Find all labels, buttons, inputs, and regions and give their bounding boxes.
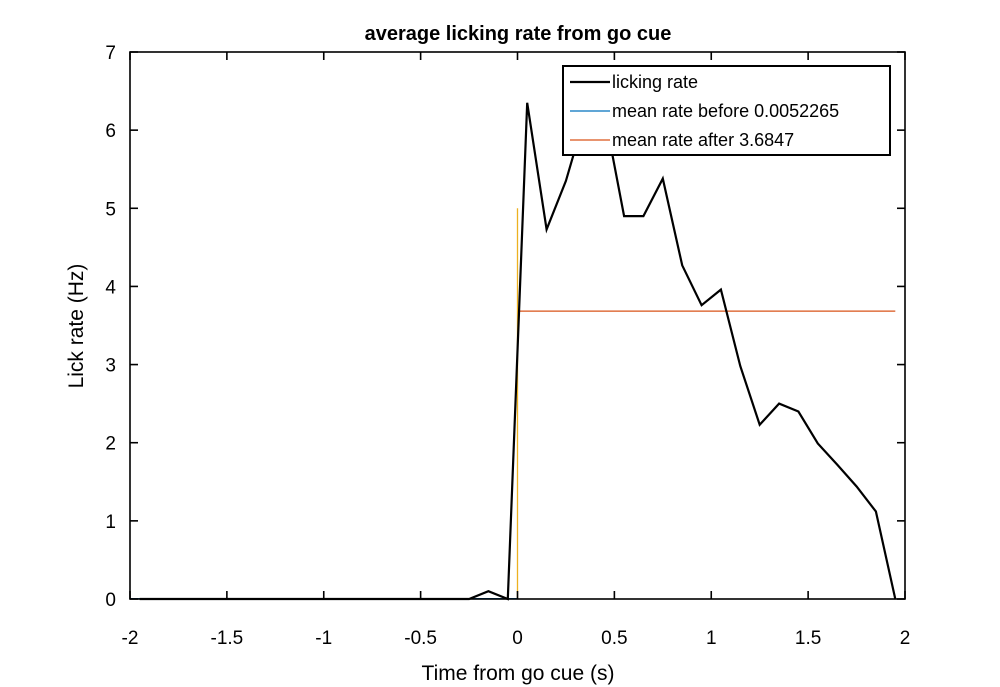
y-tick-label: 7 bbox=[105, 43, 116, 64]
x-tick-label: 1.5 bbox=[795, 628, 821, 649]
legend-box bbox=[562, 65, 891, 156]
legend: licking rate mean rate before 0.0052265 me… bbox=[562, 65, 891, 156]
y-axis-label: Lick rate (Hz) bbox=[65, 264, 88, 389]
x-tick-label: 0.5 bbox=[601, 628, 627, 649]
y-tick-label: 2 bbox=[105, 434, 116, 455]
legend-entry: mean rate after 3.6847 bbox=[612, 130, 794, 150]
x-tick-label: 1 bbox=[706, 628, 717, 649]
y-tick-label: 3 bbox=[105, 356, 116, 377]
axes: -2 -1.5 -1 -0.5 0 0.5 1 1.5 2 0 1 2 3 4 5 6 7 bbox=[105, 43, 910, 649]
y-tick-label: 4 bbox=[105, 277, 116, 298]
y-tick-label: 0 bbox=[105, 590, 116, 611]
legend-entry: licking rate bbox=[612, 72, 698, 92]
plot-marks bbox=[130, 102, 897, 601]
x-axis-label: Time from go cue (s) bbox=[422, 662, 615, 685]
legend-entry: mean rate before 0.0052265 bbox=[612, 101, 839, 121]
x-tick-label: 0 bbox=[512, 628, 523, 649]
x-tick-label: -1 bbox=[315, 628, 332, 649]
y-tick-label: 1 bbox=[105, 512, 116, 533]
y-tick-label: 5 bbox=[105, 199, 116, 220]
x-tick-label: 2 bbox=[900, 628, 911, 649]
x-tick-label: -0.5 bbox=[404, 628, 437, 649]
chart-title: average licking rate from go cue bbox=[365, 23, 672, 45]
x-tick-label: -2 bbox=[122, 628, 139, 649]
x-tick-label: -1.5 bbox=[211, 628, 244, 649]
y-tick-label: 6 bbox=[105, 121, 116, 142]
